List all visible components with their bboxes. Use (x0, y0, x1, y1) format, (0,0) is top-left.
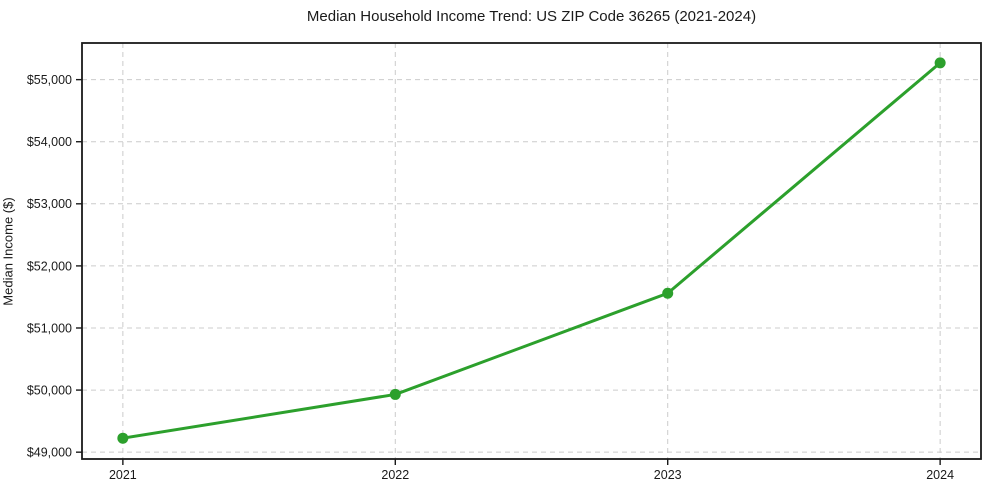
y-tick-label: $49,000 (27, 446, 72, 460)
y-tick-label: $50,000 (27, 383, 72, 397)
y-tick-label: $54,000 (27, 135, 72, 149)
chart-title: Median Household Income Trend: US ZIP Co… (306, 8, 757, 25)
y-tick-label: $55,000 (27, 73, 72, 87)
x-tick-label: 2024 (926, 468, 954, 482)
x-tick-label: 2021 (109, 468, 137, 482)
y-tick-label: $51,000 (27, 321, 72, 335)
y-tick-label: $52,000 (27, 259, 72, 273)
axes-spines (81, 42, 982, 460)
y-tick-label: $53,000 (27, 197, 72, 211)
data-point-marker (662, 287, 674, 299)
income-trend-line (121, 61, 942, 440)
data-point-marker (934, 57, 946, 69)
x-tick-label: 2022 (381, 468, 409, 482)
data-point-marker (117, 432, 129, 444)
data-point-marker (389, 388, 401, 400)
x-tick-label: 2023 (654, 468, 682, 482)
